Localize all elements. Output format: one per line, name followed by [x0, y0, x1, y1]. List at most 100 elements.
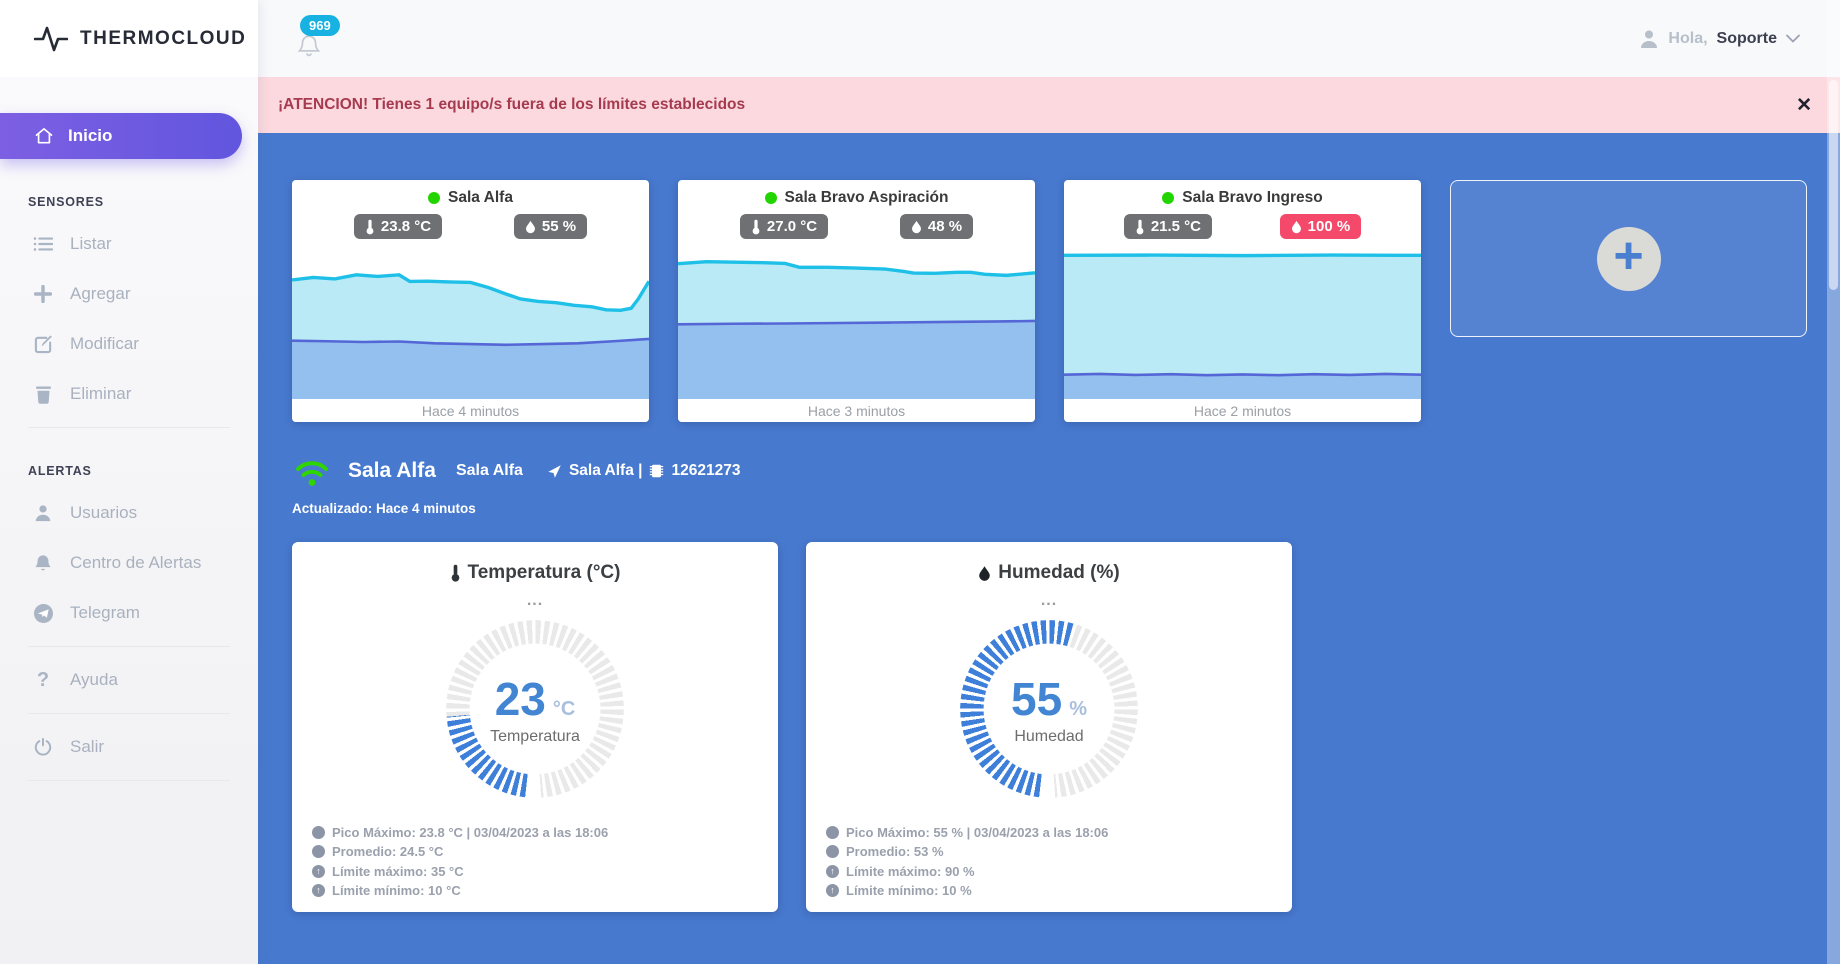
droplet-icon [911, 220, 921, 233]
power-icon [32, 738, 54, 756]
close-icon[interactable]: ✕ [1796, 94, 1812, 116]
temperature-gauge: 23 °C Temperatura [446, 620, 624, 799]
sidebar-item-label: Eliminar [70, 384, 132, 403]
online-status-icon [1162, 192, 1175, 204]
stat-text: Límite mínimo: 10 % [846, 883, 972, 898]
topbar: 969 Hola, Soporte [258, 0, 1840, 77]
stat-text: Límite máximo: 90 % [846, 863, 975, 879]
sidebar-item-inicio[interactable]: Inicio [0, 113, 242, 159]
humidity-gauge: 55 % Humedad [960, 620, 1138, 799]
humidity-badge: 100 % [1279, 214, 1362, 239]
stat-pico-maximo: Pico Máximo: 55 % | 03/04/2023 a las 18:… [826, 825, 1292, 840]
temperature-badge: 27.0 °C [739, 214, 829, 239]
device-id: 12621273 [671, 462, 741, 479]
add-sensor-card[interactable]: + [1450, 180, 1807, 337]
stat-promedio: Promedio: 24.5 °C [312, 844, 778, 859]
sidebar-item-usuarios[interactable]: Usuarios [0, 488, 258, 538]
sidebar-item-label: Usuarios [70, 503, 138, 522]
sensor-location: Sala Alfa | 12621273 [547, 462, 741, 480]
gauge-menu-button[interactable]: ... [1040, 592, 1058, 609]
sidebar-item-agregar[interactable]: Agregar [0, 269, 258, 319]
last-updated-text: Hace 2 minutos [1064, 399, 1421, 422]
sensor-name: Sala Alfa [348, 459, 436, 482]
temperature-badge: 23.8 °C [353, 214, 443, 239]
temperature-badge: 21.5 °C [1123, 214, 1213, 239]
humidity-value: 100 % [1307, 218, 1351, 235]
stat-limite-maximo: ↑ Límite máximo: 35 °C [312, 864, 778, 879]
sensor-cards-row: Sala Alfa 23.8 °C 55 % [292, 180, 1840, 422]
sidebar-item-label: Ayuda [70, 670, 118, 689]
sensor-card-sala-bravo-aspiracion[interactable]: Sala Bravo Aspiración 27.0 °C 48 % [678, 180, 1035, 422]
sidebar-item-label: Centro de Alertas [70, 553, 202, 572]
sidebar-item-eliminar[interactable]: Eliminar [0, 369, 258, 419]
sidebar-item-label: Inicio [68, 126, 113, 145]
stat-text: Pico Máximo: 55 % | 03/04/2023 a las 18:… [846, 824, 1109, 840]
sidebar-item-modificar[interactable]: Modificar [0, 319, 258, 369]
sensor-card-title: Sala Bravo Aspiración [784, 189, 949, 206]
thermometer-icon [1136, 219, 1144, 234]
temperature-value: 23.8 °C [380, 218, 432, 235]
sidebar-item-salir[interactable]: Salir [0, 722, 258, 772]
user-icon [32, 504, 54, 522]
dot-icon [826, 845, 839, 858]
scrollbar-thumb[interactable] [1829, 80, 1838, 290]
greeting-text: Hola, [1668, 29, 1708, 47]
humidity-badge: 48 % [899, 214, 974, 239]
sidebar-nav: Inicio SENSORES Listar Agregar Modificar [0, 77, 258, 781]
stat-text: Promedio: 53 % [846, 844, 944, 859]
dot-icon [312, 825, 325, 839]
scrollbar[interactable] [1827, 0, 1840, 964]
sidebar-item-listar[interactable]: Listar [0, 219, 258, 269]
notifications-button[interactable]: 969 [294, 14, 340, 61]
add-icon[interactable]: + [1596, 226, 1661, 291]
gauge-stats-list: Pico Máximo: 23.8 °C | 03/04/2023 a las … [292, 825, 778, 898]
temperature-value: 27.0 °C [766, 218, 818, 235]
main-content: Sala Alfa 23.8 °C 55 % [258, 133, 1840, 964]
online-status-icon [764, 192, 777, 204]
humidity-gauge-card: Humedad (%) ... 55 % Humedad Pico Máximo… [806, 542, 1292, 912]
plus-icon [32, 285, 54, 303]
user-avatar-icon [1641, 30, 1658, 48]
sidebar-item-label: Modificar [70, 334, 139, 353]
humidity-value: 48 % [927, 218, 963, 235]
sensor-card-sala-bravo-ingreso[interactable]: Sala Bravo Ingreso 21.5 °C 100 % [1064, 180, 1421, 422]
droplet-icon [1291, 220, 1301, 233]
chevron-down-icon [1786, 34, 1800, 43]
gauge-title-text: Temperatura (°C) [467, 562, 621, 583]
stat-limite-minimo: ↑ Límite mínimo: 10 % [826, 883, 1292, 898]
location-text: Sala Alfa | [568, 462, 643, 479]
sidebar-divider [28, 646, 230, 647]
gauge-menu-button[interactable]: ... [526, 592, 544, 609]
sensor-card-title: Sala Bravo Ingreso [1182, 189, 1323, 206]
sensor-card-sala-alfa[interactable]: Sala Alfa 23.8 °C 55 % [292, 180, 649, 422]
notification-bell-icon [297, 34, 321, 56]
sidebar-item-ayuda[interactable]: ? Ayuda [0, 655, 258, 705]
stat-text: Límite mínimo: 10 °C [332, 883, 461, 898]
sidebar-item-telegram[interactable]: Telegram [0, 588, 258, 638]
user-menu[interactable]: Hola, Soporte [1639, 29, 1800, 49]
gauges-row: Temperatura (°C) ... 23 °C Temperatura P… [292, 542, 1840, 912]
detail-updated-text: Actualizado: Hace 4 minutos [292, 501, 476, 516]
stat-text: Promedio: 24.5 °C [332, 844, 444, 859]
last-updated-text: Hace 4 minutos [292, 399, 649, 422]
stat-pico-maximo: Pico Máximo: 23.8 °C | 03/04/2023 a las … [312, 825, 778, 840]
sensor-sparkline-chart [292, 247, 649, 399]
sidebar-item-label: Salir [70, 737, 105, 756]
question-icon: ? [36, 668, 50, 691]
brand-name: THERMOCLOUD [80, 27, 247, 49]
gauge-ring [960, 620, 1138, 799]
sidebar: THERMOCLOUD Inicio SENSORES Listar Ag [0, 0, 258, 964]
sensor-card-title: Sala Alfa [448, 189, 513, 206]
gauge-card-title: Humedad (%) [806, 562, 1292, 584]
dot-icon [312, 845, 325, 858]
last-updated-text: Hace 3 minutos [678, 399, 1035, 422]
sidebar-item-centro-de-alertas[interactable]: Centro de Alertas [0, 538, 258, 588]
arrow-up-circle-icon: ↑ [826, 864, 839, 878]
thermometer-icon [366, 219, 374, 234]
thermometer-icon [752, 219, 760, 234]
gauge-title-text: Humedad (%) [998, 562, 1120, 583]
gauge-card-title: Temperatura (°C) [292, 562, 778, 584]
gauge-label: Humedad [1014, 728, 1084, 746]
arrow-up-circle-icon: ↑ [312, 884, 325, 897]
